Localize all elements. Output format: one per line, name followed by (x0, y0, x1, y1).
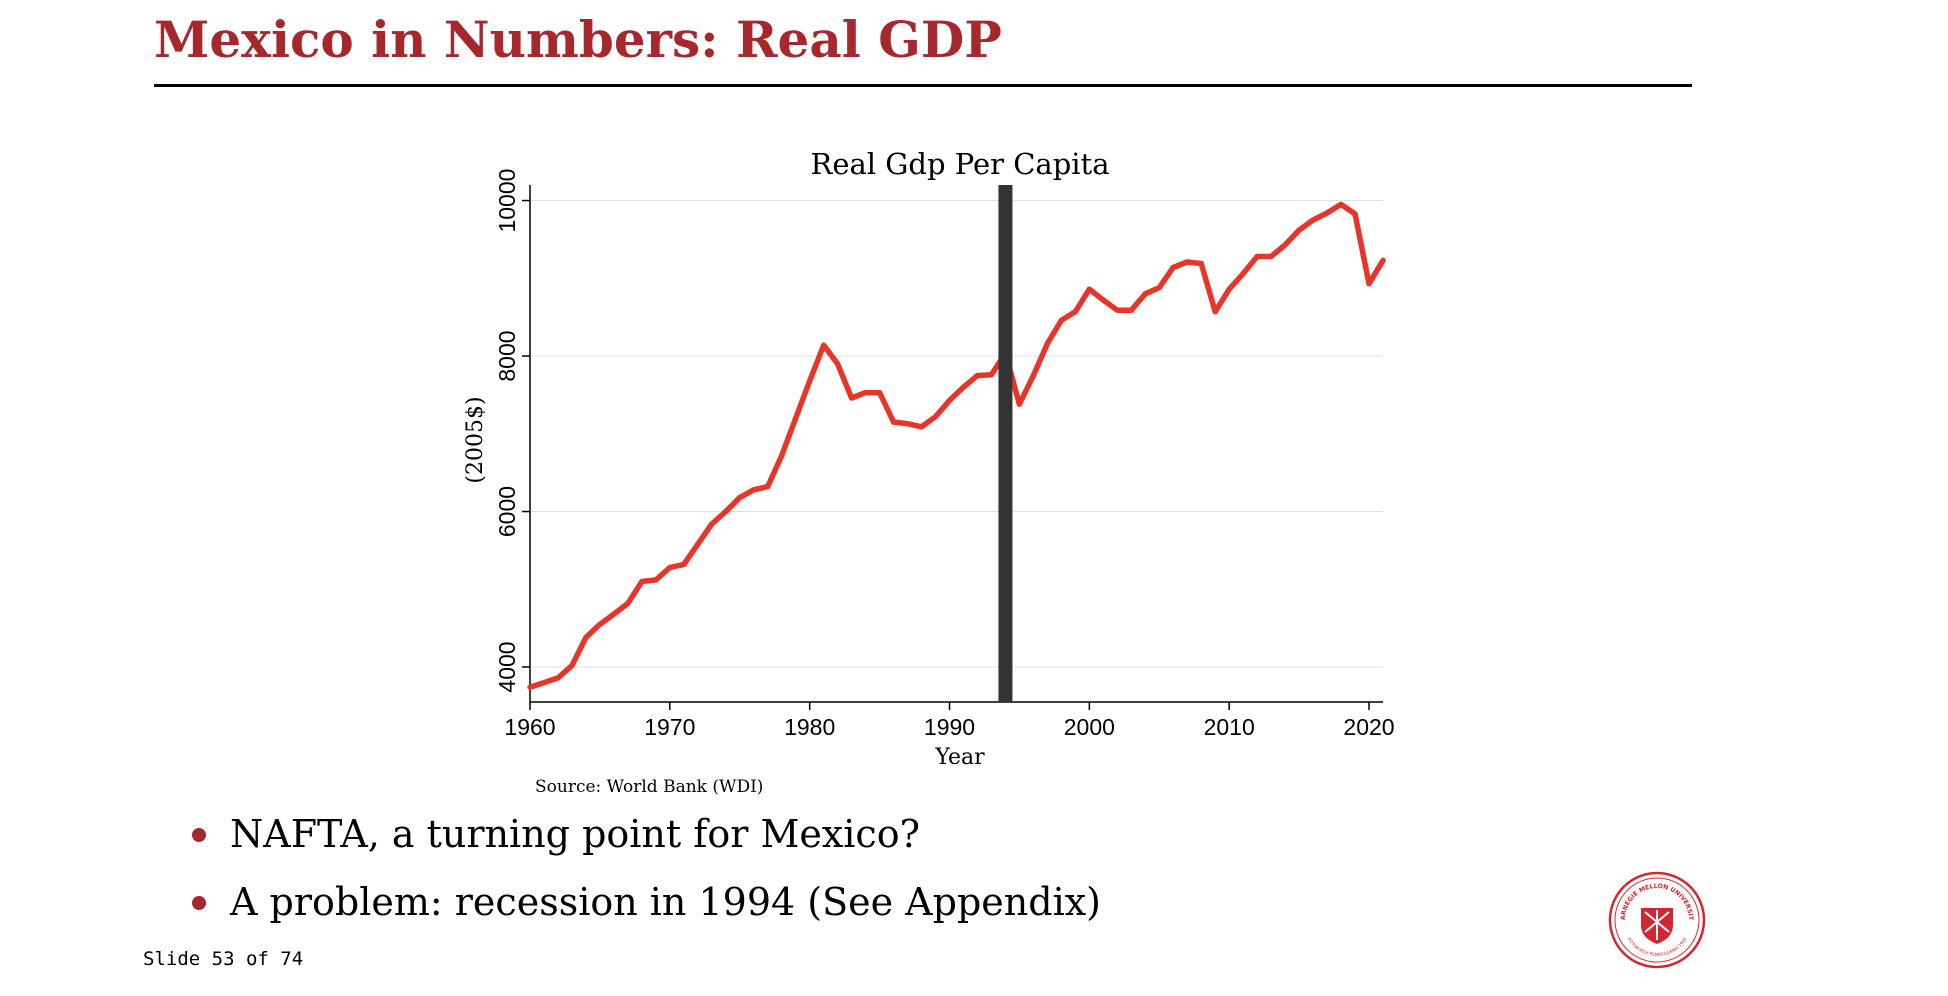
data-point (849, 395, 855, 401)
data-point (1338, 201, 1344, 207)
data-point (709, 521, 715, 527)
x-tick-label: 2020 (1343, 714, 1394, 740)
series-layer (527, 201, 1386, 690)
data-point (835, 361, 841, 367)
bullet-item: NAFTA, a turning point for Mexico? (190, 812, 1101, 880)
data-point (667, 564, 673, 571)
series-line (527, 201, 1386, 690)
data-point (974, 372, 981, 379)
data-point (723, 508, 729, 515)
x-tick-label: 1980 (784, 714, 835, 740)
data-point (1240, 271, 1246, 277)
data-point (1268, 253, 1274, 260)
data-point (611, 611, 617, 617)
data-point (1030, 372, 1036, 379)
recession-1994-marker (998, 185, 1013, 702)
data-point (779, 453, 785, 459)
data-point (960, 384, 967, 390)
bullet-text: NAFTA, a turning point for Mexico? (230, 812, 920, 856)
x-tick-label: 1990 (924, 714, 975, 740)
data-point (1212, 309, 1218, 315)
data-point (695, 541, 701, 547)
data-point (681, 561, 687, 568)
data-point (765, 484, 771, 490)
data-point (751, 487, 757, 493)
data-point (1072, 309, 1078, 315)
university-seal-logo: CARNEGIE MELLON UNIVERSITY PITTSBURGH PE… (1607, 870, 1706, 969)
data-point (932, 414, 939, 420)
data-point (918, 424, 925, 430)
data-point (807, 378, 813, 384)
data-point (1058, 317, 1064, 323)
data-point (653, 577, 659, 583)
slide-title: Mexico in Numbers: Real GDP (154, 10, 1002, 69)
data-point (1366, 281, 1372, 287)
data-point (1114, 307, 1120, 313)
data-point (1170, 264, 1176, 270)
x-tick-label: 1960 (504, 714, 555, 740)
data-point (905, 421, 911, 427)
data-point (737, 494, 743, 501)
data-point (1352, 211, 1358, 217)
x-tick-label: 2010 (1204, 714, 1255, 740)
data-point (1156, 285, 1162, 291)
data-point (541, 680, 547, 686)
x-tick-label: 2000 (1064, 714, 1115, 740)
data-point (555, 675, 561, 681)
x-tick-label: 1970 (644, 714, 695, 740)
data-point (891, 419, 897, 425)
data-point (639, 578, 645, 585)
data-point (1128, 307, 1134, 313)
bullet-icon (192, 828, 206, 842)
data-point (988, 372, 995, 378)
data-point (1324, 210, 1330, 216)
grid-layer (530, 200, 1383, 668)
data-point (1142, 291, 1148, 297)
data-point (597, 621, 603, 627)
data-point (1198, 260, 1204, 267)
y-tick-label: 4000 (494, 641, 520, 692)
data-point (625, 600, 631, 606)
data-point (583, 634, 589, 641)
data-point (821, 342, 827, 348)
data-point (1254, 253, 1260, 260)
bullet-item: A problem: recession in 1994 (See Append… (190, 880, 1101, 948)
data-point (1296, 227, 1302, 233)
data-point (569, 662, 575, 669)
bullet-text: A problem: recession in 1994 (See Append… (230, 880, 1101, 924)
data-point (1184, 259, 1190, 265)
slide-number: Slide 53 of 74 (143, 948, 304, 970)
data-point (877, 390, 883, 396)
data-point (793, 415, 799, 421)
bullet-icon (192, 896, 206, 910)
data-point (863, 390, 869, 396)
y-tick-label: 6000 (494, 486, 520, 537)
data-point (946, 397, 953, 403)
x-axis-label: Year (934, 745, 985, 770)
data-point (1016, 401, 1023, 407)
data-point (1226, 286, 1232, 292)
data-point (1086, 286, 1092, 292)
source-note: Source: World Bank (WDI) (535, 777, 763, 797)
data-point (527, 684, 533, 690)
y-tick-label: 8000 (494, 330, 520, 381)
axis-layer: 4000 6000 8000 10000 1960 1970 1980 1990 2000 201… (494, 169, 1395, 740)
data-point (1044, 341, 1050, 347)
y-axis-label: (2005$) (463, 396, 488, 483)
chart-title: Real Gdp Per Capita (810, 147, 1109, 181)
data-point (1100, 297, 1106, 303)
title-rule (154, 84, 1692, 87)
bullet-list: NAFTA, a turning point for Mexico? A pro… (190, 812, 1101, 948)
data-point (1380, 257, 1386, 263)
marker-layer (998, 185, 1013, 702)
data-point (1310, 217, 1316, 223)
data-point (1282, 242, 1288, 248)
y-tick-label: 10000 (494, 169, 520, 233)
